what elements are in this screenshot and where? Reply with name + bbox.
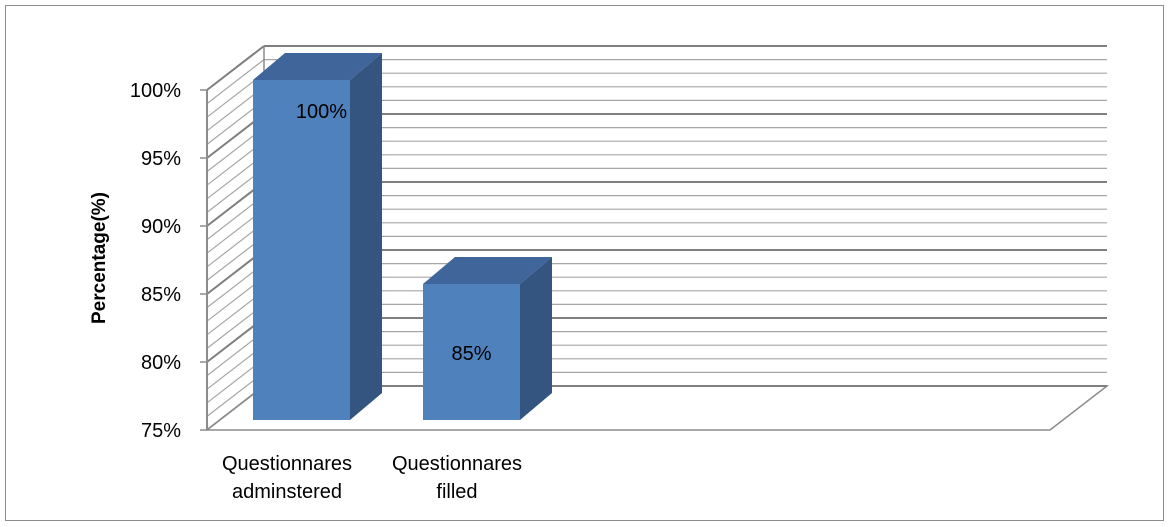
bar-side	[520, 257, 552, 420]
y-tick-label: 90%	[141, 216, 181, 238]
x-tick-label: Questionnares	[392, 453, 522, 475]
x-tick-label: filled	[436, 481, 477, 503]
bar-top	[423, 257, 552, 284]
y-axis-ticks: 75% 80% 85% 90% 95% 100%	[130, 80, 207, 442]
y-tick-label: 100%	[130, 80, 181, 102]
y-tick-label: 85%	[141, 284, 181, 306]
x-axis-ticks: Questionnares adminstered Questionnares fil…	[222, 453, 522, 503]
bar	[253, 80, 350, 420]
chart-bars: 100% 85%	[253, 53, 552, 420]
bar-top	[253, 53, 382, 80]
bar	[423, 284, 520, 420]
y-axis-label: Percentage(%)	[89, 192, 110, 324]
y-tick-label: 75%	[141, 420, 181, 442]
data-label: 100%	[296, 101, 347, 123]
bar-side	[350, 53, 382, 420]
x-tick-label: Questionnares	[222, 453, 352, 475]
side-gridline	[206, 59, 265, 105]
side-gridline	[206, 45, 265, 91]
y-tick-label: 95%	[141, 148, 181, 170]
data-label: 85%	[451, 343, 491, 365]
x-tick-label: adminstered	[232, 481, 342, 503]
y-tick-label: 80%	[141, 352, 181, 374]
